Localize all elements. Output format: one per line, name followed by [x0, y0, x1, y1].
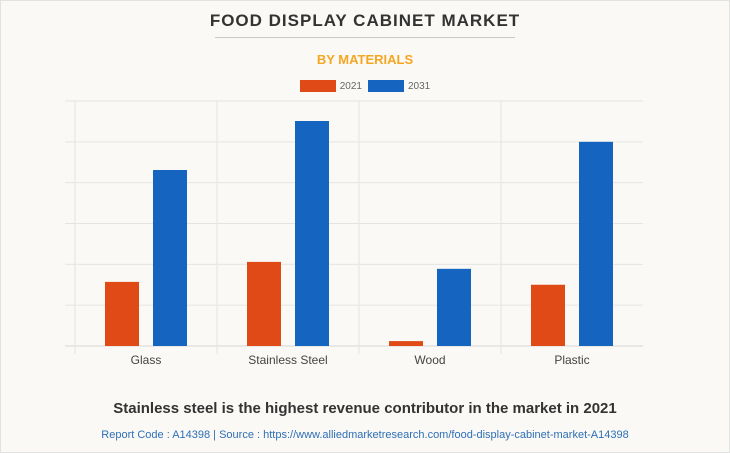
legend-item-2031[interactable]: 2031 — [368, 80, 430, 92]
bar-2031-glass[interactable] — [153, 170, 187, 346]
x-tick-label: Glass — [131, 353, 162, 367]
source-line[interactable]: Report Code : A14398 | Source : https://… — [101, 429, 629, 441]
x-tick-label: Stainless Steel — [248, 353, 327, 367]
bar-2031-stainless-steel[interactable] — [295, 121, 329, 346]
bar-2021-stainless-steel[interactable] — [247, 261, 281, 346]
bar-2031-wood[interactable] — [437, 268, 471, 346]
bar-2021-plastic[interactable] — [531, 284, 565, 346]
legend-item-2021[interactable]: 2021 — [299, 80, 362, 92]
chart-title: FOOD DISPLAY CABINET MARKET — [209, 11, 521, 30]
chart-subtitle: BY MATERIALS — [316, 52, 414, 67]
legend-label-2031: 2031 — [408, 80, 431, 92]
x-tick-label: Plastic — [554, 353, 589, 367]
legend-swatch-2021 — [299, 80, 336, 92]
bar-2021-wood[interactable] — [389, 341, 423, 346]
legend-label-2021: 2021 — [339, 80, 362, 92]
legend-swatch-2031 — [368, 80, 404, 92]
chart-caption: Stainless steel is the highest revenue c… — [113, 400, 617, 417]
title-divider — [215, 37, 515, 38]
x-tick-label: Wood — [414, 353, 445, 367]
legend: 2021 2031 — [0, 80, 730, 92]
bar-2021-glass[interactable] — [105, 281, 139, 346]
bar-2031-plastic[interactable] — [579, 141, 613, 346]
